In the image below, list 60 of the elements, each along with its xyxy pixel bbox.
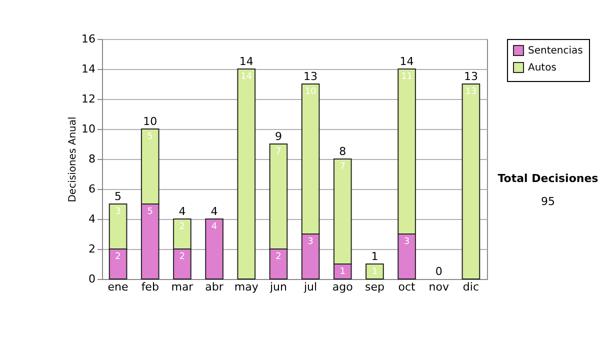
- data-label: 14: [240, 72, 252, 82]
- total-label: 9: [274, 130, 282, 143]
- y-tick-label: 2: [88, 242, 96, 256]
- y-tick-label: 12: [82, 92, 96, 106]
- bar: [462, 84, 480, 280]
- data-label: 11: [401, 72, 413, 82]
- total-label: 8: [339, 145, 346, 158]
- total-label: 13: [304, 70, 318, 83]
- x-tick-label: nov: [428, 280, 450, 294]
- x-tick-label: ene: [108, 280, 129, 294]
- total-label: 14: [400, 55, 414, 68]
- bar: [205, 218, 224, 280]
- bar: [366, 264, 384, 280]
- data-label: 1: [340, 267, 346, 277]
- data-label: 7: [340, 162, 346, 172]
- data-label: 10: [304, 87, 317, 97]
- text: Total Decisiones: [496, 172, 600, 185]
- y-tick-label: 14: [82, 62, 96, 76]
- x-tick-label: jun: [268, 280, 287, 294]
- y-tick-label: 16: [82, 32, 96, 46]
- total-label: 13: [464, 70, 478, 83]
- data-label: 2: [115, 252, 121, 262]
- data-label: 5: [147, 132, 153, 142]
- data-label: 13: [465, 87, 477, 97]
- total-label: 14: [239, 55, 254, 68]
- x-tick-label: mar: [171, 280, 194, 294]
- bar: [237, 68, 256, 280]
- total-label: 1: [371, 250, 378, 263]
- data-label: 3: [308, 237, 314, 247]
- data-label: 2: [276, 252, 282, 262]
- total-label: 4: [178, 205, 186, 218]
- total-label: 10: [143, 115, 158, 128]
- total-label: 5: [114, 190, 122, 203]
- x-tick-label: jul: [302, 280, 318, 294]
- data-label: 7: [276, 147, 282, 157]
- legend-label: Autos: [528, 62, 556, 74]
- data-label: 4: [211, 222, 218, 232]
- y-tick-label: 8: [88, 152, 96, 166]
- y-tick-label: 4: [88, 212, 96, 226]
- data-label: 5: [147, 207, 153, 217]
- x-tick-label: dic: [462, 280, 480, 294]
- y-tick-label: 10: [82, 122, 96, 136]
- data-label: 1: [372, 267, 378, 277]
- data-label: 2: [179, 252, 186, 262]
- text: 95: [540, 195, 556, 208]
- x-tick-label: sep: [364, 280, 384, 294]
- x-tick-label: abr: [205, 280, 224, 294]
- data-label: 3: [115, 207, 121, 217]
- x-tick-label: oct: [398, 280, 416, 294]
- total-label: 4: [210, 205, 218, 218]
- y-tick-label: 0: [88, 272, 96, 286]
- y-tick-label: 6: [88, 182, 96, 196]
- y-axis-title: Decisiones Anual: [68, 116, 79, 202]
- x-tick-label: ago: [332, 280, 354, 294]
- data-label: 3: [404, 237, 410, 247]
- total-label: 0: [435, 265, 442, 278]
- x-tick-label: may: [234, 280, 259, 294]
- x-tick-label: feb: [141, 280, 159, 294]
- legend-label: Sentencias: [528, 46, 583, 56]
- data-label: 2: [179, 222, 186, 232]
